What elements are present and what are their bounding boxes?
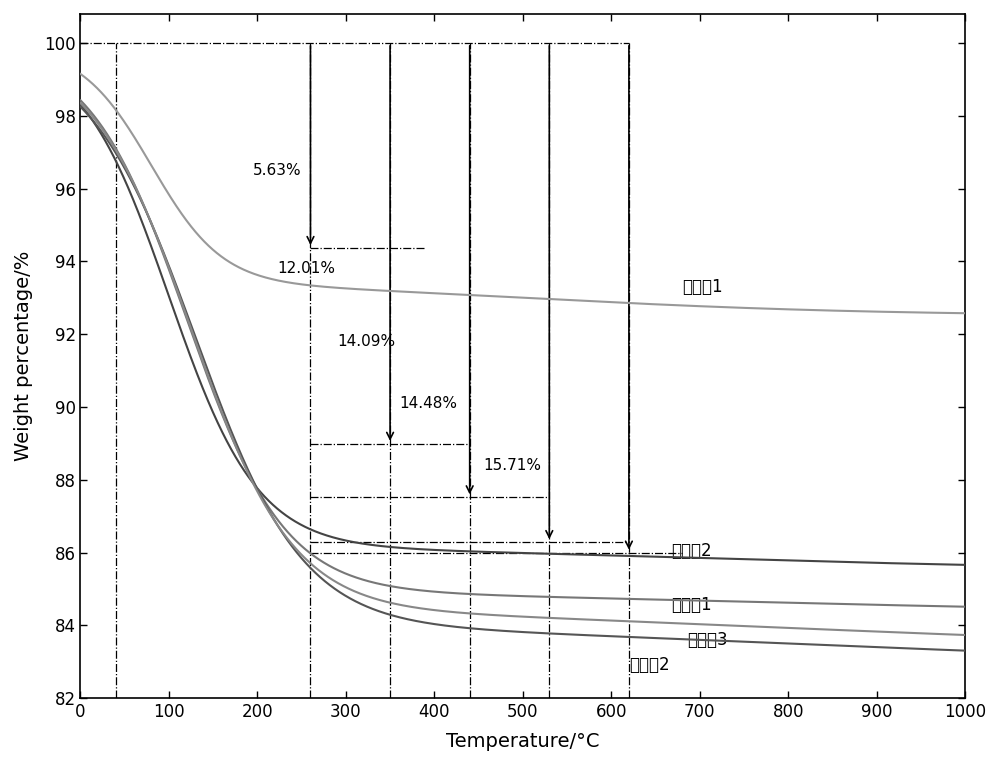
Text: 15.71%: 15.71% (483, 457, 541, 473)
Y-axis label: Weight percentage/%: Weight percentage/% (14, 251, 33, 461)
Text: 实施例3: 实施例3 (687, 631, 728, 649)
Text: 实施例1: 实施例1 (671, 597, 712, 614)
X-axis label: Temperature/°C: Temperature/°C (446, 732, 600, 751)
Text: 对比例2: 对比例2 (671, 542, 712, 560)
Text: 5.63%: 5.63% (253, 163, 302, 178)
Text: 14.48%: 14.48% (399, 396, 457, 411)
Text: 实施例2: 实施例2 (629, 656, 670, 675)
Text: 14.09%: 14.09% (337, 334, 395, 349)
Text: 12.01%: 12.01% (278, 261, 336, 276)
Text: 对比例1: 对比例1 (682, 278, 723, 296)
